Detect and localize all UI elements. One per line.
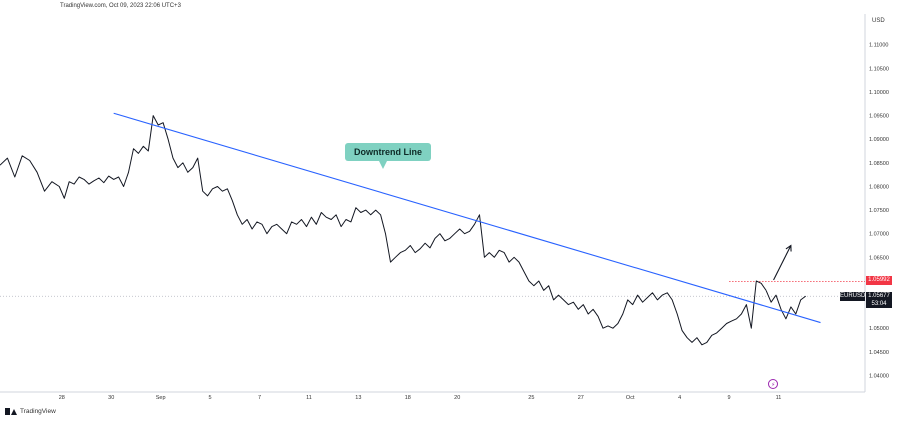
up-arrow-shaft[interactable] (773, 245, 792, 281)
current-price-value: 1.05677 (868, 293, 890, 299)
x-tick-label: 4 (678, 395, 681, 401)
tradingview-logo-text: TradingView (20, 408, 56, 415)
time-axis[interactable]: 28 30 Sep 5 7 11 13 18 20 25 27 Oct 4 9 11 (59, 395, 782, 401)
y-tick-label: 1.09000 (869, 137, 889, 143)
y-tick-label: 1.08000 (869, 184, 889, 190)
series-layer (0, 115, 807, 346)
x-tick-label: 25 (528, 395, 534, 401)
y-tick-label: 1.04000 (869, 373, 889, 379)
y-tick-label: 1.06500 (869, 255, 889, 261)
y-tick-label: 1.04500 (869, 350, 889, 356)
resistance-price-tag: 1.05992 (866, 276, 892, 285)
x-tick-label: Sep (156, 395, 166, 401)
tradingview-logo-icon (5, 408, 17, 415)
price-series-line (765, 290, 807, 320)
y-tick-label: 1.05000 (869, 326, 889, 332)
up-arrow-icon[interactable] (785, 244, 792, 252)
x-tick-label: 5 (209, 395, 212, 401)
trendline-callout[interactable]: Downtrend Line (345, 143, 431, 169)
x-tick-label: 18 (405, 395, 411, 401)
lightning-icon: ⚡ (771, 382, 775, 389)
downtrend-line[interactable] (113, 112, 821, 324)
x-tick-label: 20 (454, 395, 460, 401)
y-tick-label: 1.10500 (869, 66, 889, 72)
countdown-timer: 53:04 (871, 301, 887, 307)
x-tick-label: 30 (108, 395, 114, 401)
x-tick-label: 13 (355, 395, 361, 401)
y-tick-label: 1.10000 (869, 90, 889, 96)
y-tick-label: 1.07000 (869, 232, 889, 238)
drawings-layer[interactable] (113, 112, 821, 324)
x-tick-label: 7 (258, 395, 261, 401)
x-tick-label: 11 (776, 395, 782, 401)
x-tick-label: 27 (578, 395, 584, 401)
y-tick-label: 1.07500 (869, 208, 889, 214)
levels-layer (0, 280, 865, 297)
symbol-tag: EURUSD (840, 292, 866, 301)
x-tick-label: 9 (728, 395, 731, 401)
x-tick-label: 11 (306, 395, 312, 401)
price-series-line (0, 115, 767, 346)
x-tick-label: Oct (626, 395, 635, 401)
chart-watermark: TradingView.com, Oct 09, 2023 22:06 UTC+… (60, 3, 181, 9)
y-tick-label: 1.11000 (869, 43, 888, 49)
x-tick-label: 28 (59, 395, 65, 401)
currency-label: USD (872, 18, 885, 24)
event-marker-icon[interactable] (768, 379, 778, 389)
price-axis[interactable]: 1.11000 1.10500 1.10000 1.09500 1.09000 1.085… (869, 43, 889, 380)
tradingview-logo[interactable]: TradingView (5, 408, 56, 415)
y-tick-label: 1.08500 (869, 161, 889, 167)
current-price-tag: 1.05677 53:04 (866, 292, 892, 308)
y-tick-label: 1.09500 (869, 114, 889, 120)
